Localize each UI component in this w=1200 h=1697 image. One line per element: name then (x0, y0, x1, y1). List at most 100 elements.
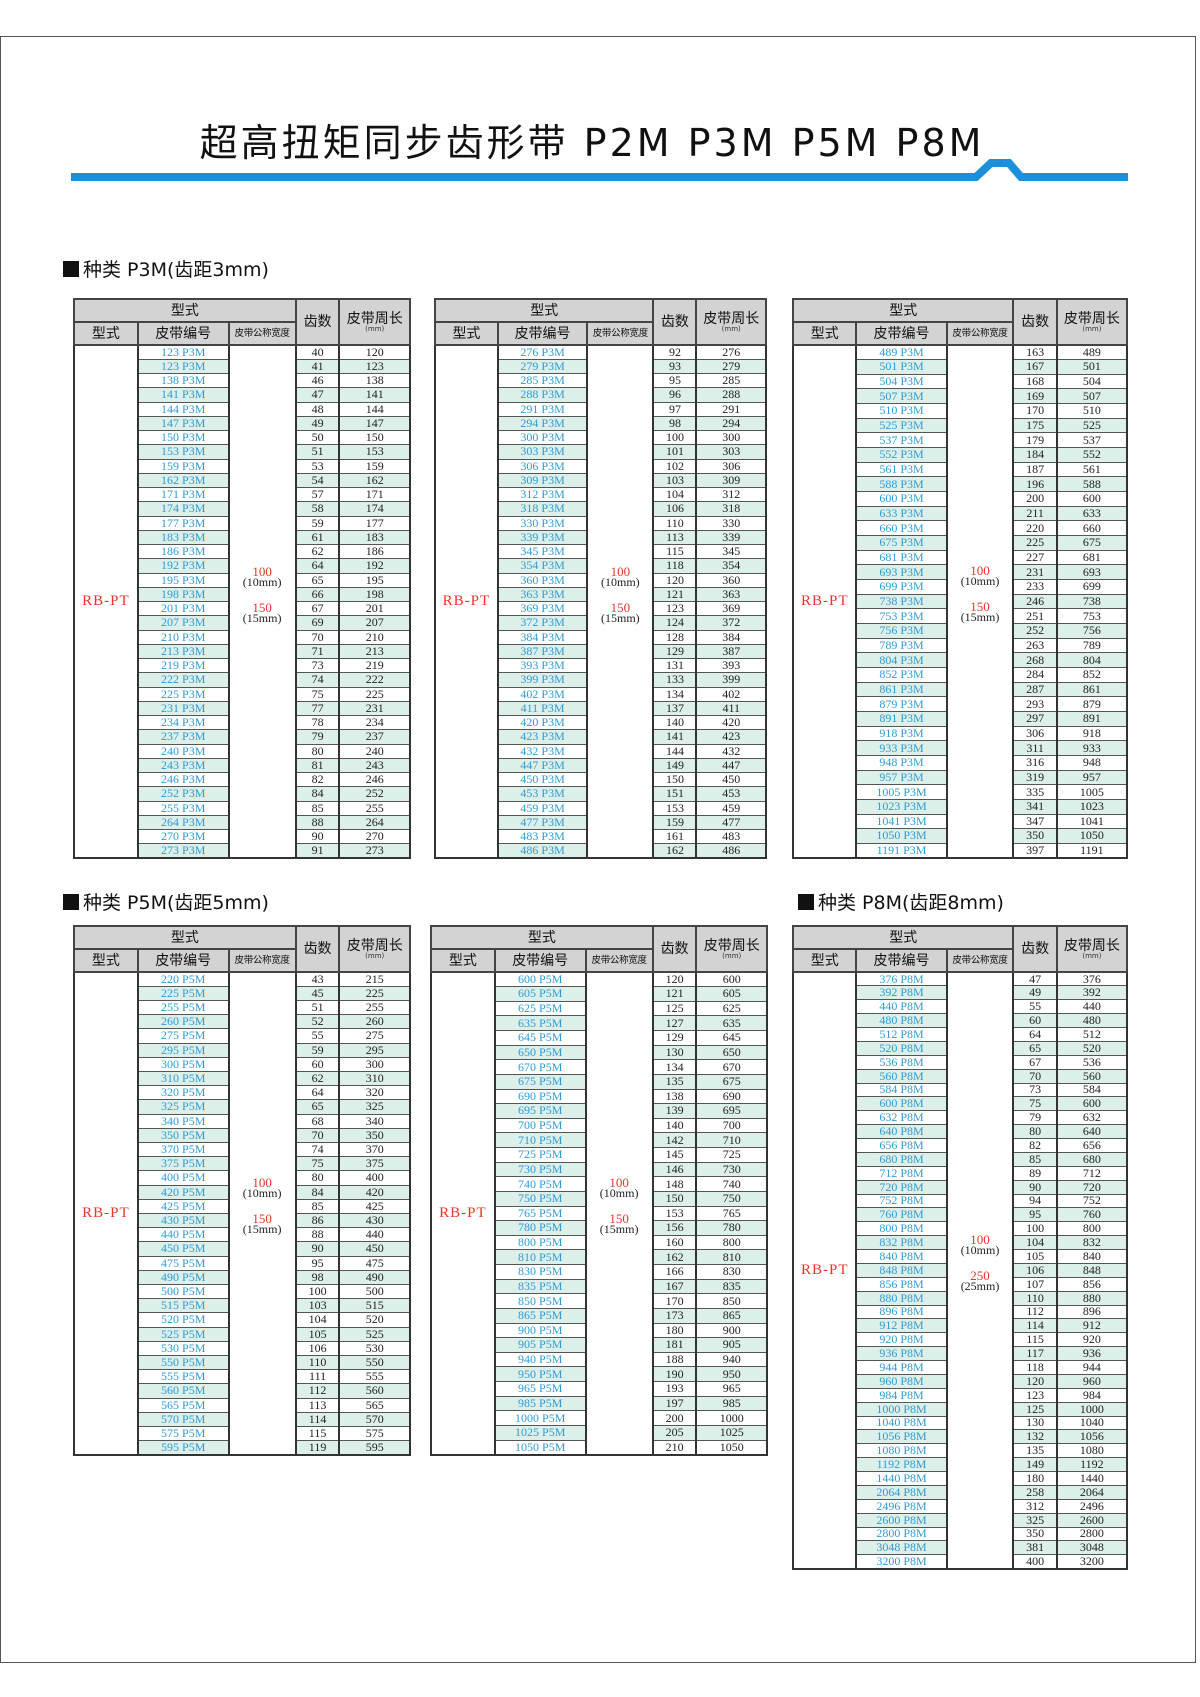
table-row: 525 P3M 175 525 (793, 418, 1129, 434)
belt-code-cell: 1040 P8M (855, 1416, 948, 1431)
belt-code-cell: 453 P3M (496, 786, 589, 802)
belt-code-cell: 270 P3M (136, 829, 230, 845)
table-row: 440 P8M 55 440 (793, 999, 1129, 1015)
table-row: 275 P5M 55 275 (74, 1028, 411, 1044)
table-row: 288 P3M 96 288 (435, 387, 767, 403)
teeth-cell: 341 (1012, 799, 1058, 815)
header-type: 型式 (791, 948, 858, 973)
length-cell: 675 (1055, 535, 1129, 551)
teeth-cell: 90 (1012, 1180, 1058, 1195)
length-cell: 905 (695, 1337, 768, 1353)
belt-code-cell: 339 P3M (496, 530, 589, 546)
length-cell: 740 (695, 1176, 768, 1192)
length-cell: 504 (1055, 374, 1129, 390)
length-cell: 600 (1055, 1096, 1129, 1112)
belt-code-cell: 370 P5M (136, 1142, 230, 1158)
belt-code-cell: 920 P8M (855, 1332, 948, 1348)
belt-code-cell: 330 P3M (496, 516, 589, 531)
belt-code-cell: 560 P8M (855, 1069, 948, 1084)
table-row: 600 P3M 200 600 (793, 491, 1129, 507)
teeth-cell: 88 (294, 815, 341, 831)
table-row: 840 P8M 105 840 (793, 1249, 1129, 1264)
belt-code-cell: 1440 P8M (855, 1471, 948, 1486)
teeth-cell: 180 (1012, 1471, 1058, 1486)
length-cell: 138 (338, 373, 411, 389)
length-cell: 243 (338, 758, 411, 774)
length-cell: 376 (1055, 972, 1129, 987)
teeth-cell: 121 (652, 587, 698, 603)
teeth-cell: 49 (1012, 985, 1058, 1001)
belt-code-cell: 760 P8M (855, 1207, 948, 1223)
table-row: 650 P5M 130 650 (431, 1045, 768, 1061)
length-cell: 210 (338, 630, 411, 645)
belt-code-cell: 670 P5M (493, 1059, 587, 1075)
length-cell: 2496 (1055, 1499, 1129, 1514)
section-heading: 种类 P8M(齿距8mm) (798, 888, 1004, 915)
length-cell: 660 (1055, 520, 1129, 537)
belt-code-cell: 171 P3M (136, 487, 230, 503)
length-cell: 291 (695, 402, 767, 417)
length-cell: 354 (695, 558, 767, 574)
header-length-text: 皮带周长 (346, 937, 403, 954)
belt-code-cell: 198 P3M (136, 587, 230, 603)
table-row: 141 P3M 47 141 (74, 387, 411, 403)
table-row: 536 P8M 67 536 (793, 1055, 1129, 1070)
belt-code-cell: 740 P5M (493, 1176, 587, 1192)
length-cell: 177 (338, 516, 411, 531)
table-row: 789 P3M 263 789 (793, 638, 1129, 654)
belt-code-cell: 372 P3M (496, 615, 589, 631)
width-mm: (15mm) (242, 610, 282, 625)
belt-code-cell: 2600 P8M (855, 1513, 948, 1528)
header-group: 型式 (430, 925, 654, 950)
belt-code-cell: 1023 P3M (855, 799, 948, 815)
belt-code-cell: 912 P8M (855, 1318, 948, 1334)
table-row: 234 P3M 78 234 (74, 715, 411, 731)
length-cell: 584 (1055, 1083, 1129, 1098)
table-row: 255 P5M 51 255 (74, 1000, 411, 1016)
teeth-cell: 118 (1012, 1360, 1058, 1375)
teeth-cell: 98 (652, 416, 698, 432)
belt-code-cell: 738 P3M (855, 594, 948, 610)
length-cell: 730 (695, 1162, 768, 1178)
section-heading-text: 种类 P5M(齿距5mm) (83, 892, 269, 914)
length-cell: 350 (338, 1128, 411, 1143)
table-row: 325 P5M 65 325 (74, 1099, 411, 1115)
teeth-cell: 66 (294, 587, 341, 603)
teeth-cell: 258 (1012, 1485, 1058, 1500)
length-cell: 3200 (1055, 1554, 1129, 1570)
teeth-cell: 101 (652, 444, 698, 460)
teeth-cell: 227 (1012, 550, 1058, 566)
table-row: 447 P3M 149 447 (435, 758, 767, 774)
length-cell: 303 (695, 444, 767, 460)
teeth-cell: 179 (1012, 432, 1058, 449)
table-row: 186 P3M 62 186 (74, 544, 411, 560)
teeth-cell: 61 (294, 530, 341, 546)
table-row: 195 P3M 65 195 (74, 573, 411, 588)
teeth-cell: 75 (294, 1156, 341, 1172)
table-row: 507 P3M 169 507 (793, 388, 1129, 405)
belt-code-cell: 150 P3M (136, 430, 230, 446)
table-row: 1023 P3M 341 1023 (793, 799, 1129, 815)
belt-code-cell: 174 P3M (136, 501, 230, 517)
table-row: 384 P3M 128 384 (435, 630, 767, 645)
belt-code-cell: 753 P3M (855, 608, 948, 624)
type-label: RB-PT (439, 1204, 487, 1221)
length-cell: 861 (1055, 682, 1129, 698)
header-width: 皮带公称宽度 (586, 321, 655, 346)
teeth-cell: 123 (1012, 1388, 1058, 1403)
teeth-cell: 180 (651, 1323, 698, 1339)
length-cell: 1050 (695, 1440, 768, 1456)
length-cell: 891 (1055, 711, 1129, 727)
teeth-cell: 293 (1012, 696, 1058, 712)
teeth-cell: 112 (1012, 1305, 1058, 1320)
table-row: 510 P3M 170 510 (793, 403, 1129, 419)
belt-code-cell: 420 P5M (136, 1185, 230, 1200)
belt-code-cell: 425 P5M (136, 1199, 230, 1214)
length-cell: 600 (695, 972, 768, 988)
length-cell: 195 (338, 573, 411, 588)
teeth-cell: 95 (294, 1256, 341, 1271)
belt-code-cell: 965 P5M (493, 1381, 587, 1397)
teeth-cell: 69 (294, 615, 341, 631)
teeth-cell: 319 (1012, 770, 1058, 786)
belt-code-cell: 285 P3M (496, 373, 589, 389)
